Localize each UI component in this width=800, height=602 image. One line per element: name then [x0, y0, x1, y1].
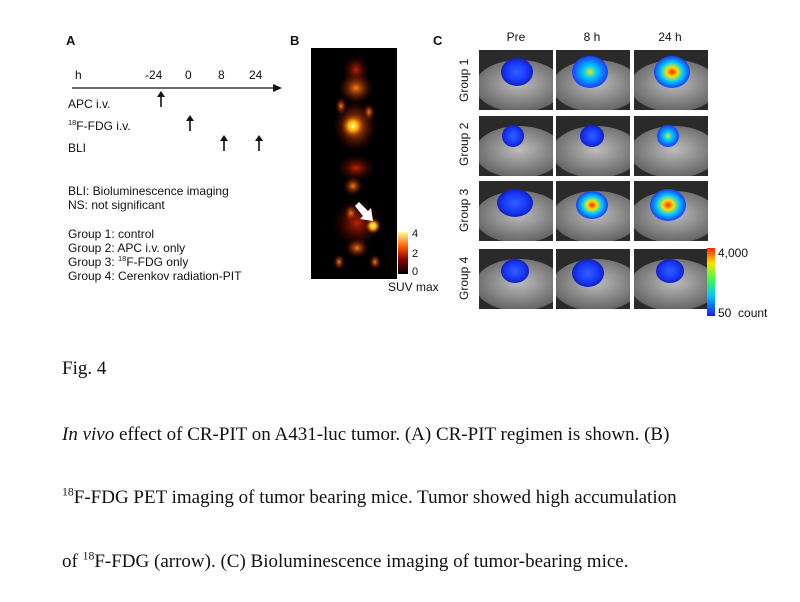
panel-a-letter: A	[66, 33, 76, 48]
bli-colorbar-max: 4,000	[718, 246, 749, 260]
group-2-label: Group 2: APC i.v. only	[68, 241, 186, 255]
row-label-fdg: 18F-FDG i.v.	[68, 118, 131, 133]
column-header-24h: 24 h	[658, 30, 682, 44]
bli-image-group-4-8h	[556, 249, 630, 309]
bli-image-group-2-24h	[634, 116, 708, 176]
panel-c-letter: C	[433, 33, 443, 48]
panel-b-letter: B	[290, 33, 300, 48]
apc-arrow	[157, 91, 165, 107]
timeline-tick-minus24: -24	[145, 68, 163, 82]
bli-image-group-3-8h	[556, 181, 630, 241]
row-label-bli: BLI	[68, 141, 87, 155]
bli-arrow-24h	[255, 135, 263, 151]
column-header-8h: 8 h	[583, 30, 601, 44]
legend-bli: BLI: Bioluminescence imaging	[68, 184, 229, 198]
group-3-label: Group 3: 18F-FDG only	[68, 254, 189, 269]
column-header-pre: Pre	[506, 30, 526, 44]
timeline-tick-24: 24	[249, 68, 263, 82]
row-label-apc: APC i.v.	[68, 97, 111, 111]
bli-image-group-1-24h	[634, 50, 708, 110]
tumor-arrow	[355, 202, 373, 221]
group-1-label: Group 1: control	[68, 227, 155, 241]
bli-arrow-8h	[220, 135, 228, 151]
bli-image-group-3-24h	[634, 181, 708, 241]
bli-image-group-4-pre	[479, 249, 553, 309]
bli-colorbar	[707, 248, 715, 316]
bli-colorbar-min: 50 count	[718, 306, 768, 320]
timeline-arrows	[72, 84, 282, 151]
pet-colorbar-tick-2: 2	[412, 248, 419, 260]
pet-image	[311, 48, 397, 279]
bli-image-group-3-pre	[479, 181, 553, 241]
bli-image-group-1-pre	[479, 50, 553, 110]
bli-image-group-1-8h	[556, 50, 630, 110]
pet-colorbar	[398, 232, 408, 274]
group-4-label: Group 4: Cerenkov radiation-PIT	[68, 269, 242, 283]
pet-colorbar-label: SUV max	[388, 280, 439, 294]
fdg-arrow	[186, 115, 194, 131]
pet-colorbar-tick-4: 4	[412, 228, 419, 240]
timeline-unit: h	[75, 68, 82, 82]
timeline-tick-0: 0	[185, 68, 192, 82]
timeline-axis-arrowhead	[273, 84, 282, 92]
bli-image-group-2-8h	[556, 116, 630, 176]
figure-label: Fig. 4	[62, 358, 107, 379]
caption-line-2: 18F-FDG PET imaging of tumor bearing mic…	[62, 485, 677, 508]
legend-ns: NS: not significant	[68, 198, 165, 212]
caption-line-3: of 18F-FDG (arrow). (C) Bioluminescence …	[62, 549, 629, 572]
pet-colorbar-tick-0: 0	[412, 266, 419, 278]
row-label-group-3: Group 3	[457, 188, 471, 232]
bli-image-group-2-pre	[479, 116, 553, 176]
timeline-tick-8: 8	[218, 68, 225, 82]
row-label-group-2: Group 2	[457, 122, 471, 166]
caption-line-1: In vivo effect of CR-PIT on A431-luc tum…	[62, 424, 670, 445]
bli-image-group-4-24h	[634, 249, 708, 309]
row-label-group-1: Group 1	[457, 58, 471, 102]
row-label-group-4: Group 4	[457, 256, 471, 300]
